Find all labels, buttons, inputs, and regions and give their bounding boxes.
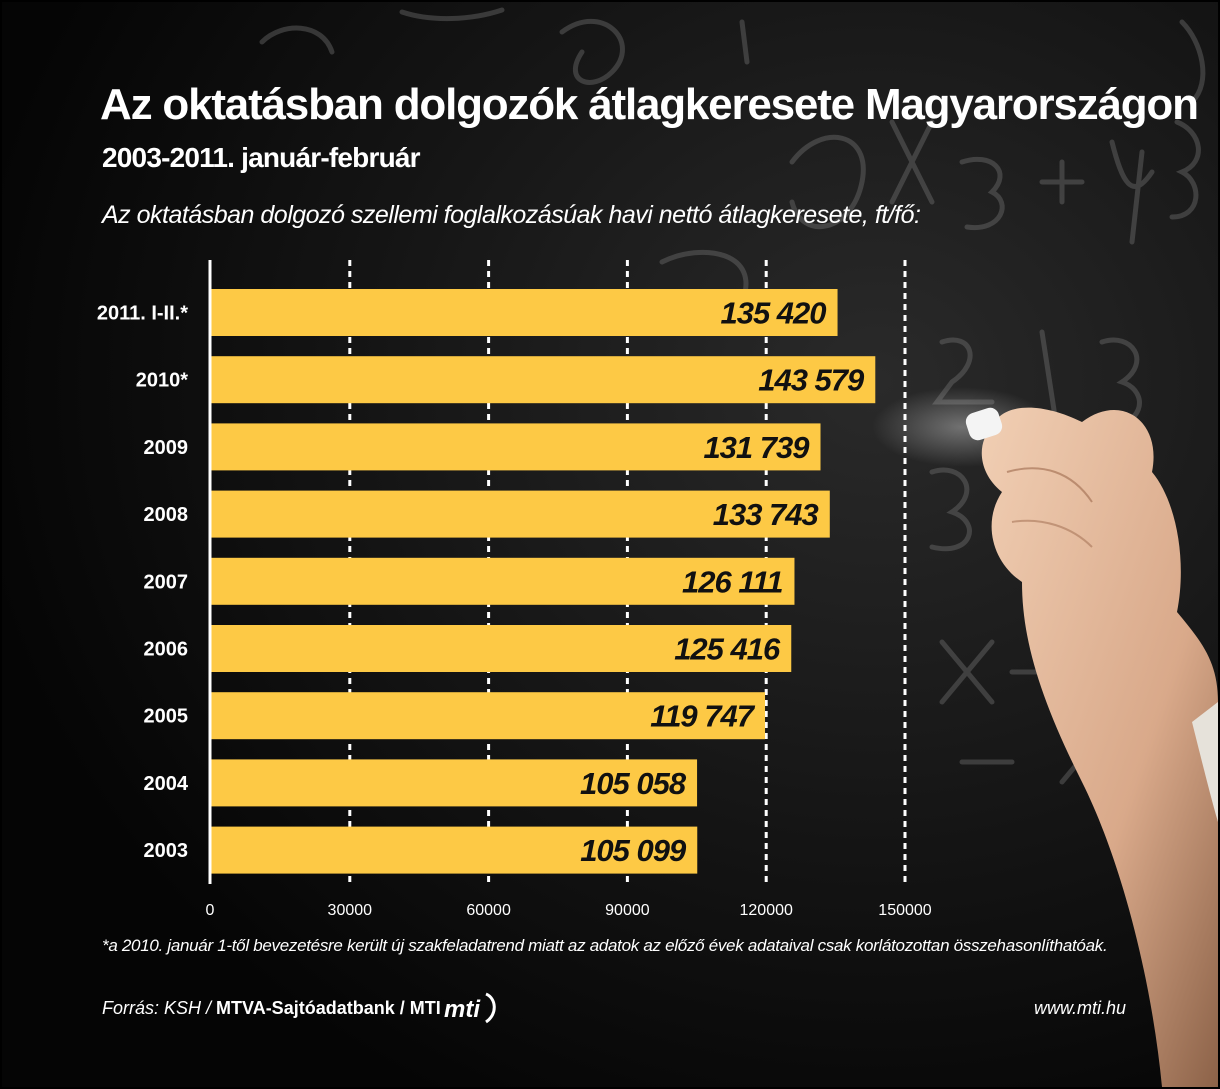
source-label: Forrás: KSH / [102, 998, 217, 1018]
category-label-1: 2010* [136, 370, 188, 392]
category-labels: 2011. I-II.* 2010* 2009 2008 2007 2006 2005 200… [97, 303, 189, 863]
x-tick-label-2: 60000 [466, 902, 511, 919]
value-label-7: 105 058 [580, 766, 687, 801]
bar-7 [211, 759, 698, 807]
category-label-4: 2007 [144, 571, 189, 593]
bar-1 [211, 356, 876, 404]
website-link[interactable]: www.mti.hu [1033, 998, 1126, 1018]
unit-label: Az oktatásban dolgozó szellemi foglalkoz… [102, 201, 921, 229]
category-label-3: 2008 [144, 504, 189, 526]
source-line: Forrás: KSH / MTVA-Sajtóadatbank / MTI [102, 998, 441, 1019]
category-label-2: 2009 [144, 437, 189, 459]
x-tick-label-1: 30000 [328, 902, 373, 919]
x-tick-label-0: 0 [206, 902, 215, 919]
footnote: *a 2010. január 1-től bevezetésre került… [102, 936, 1108, 955]
x-tick-label-3: 90000 [605, 902, 650, 919]
value-label-1: 143 579 [758, 363, 865, 398]
value-label-8: 105 099 [580, 833, 687, 868]
mti-logo: mti [444, 992, 496, 1024]
category-label-5: 2006 [144, 639, 189, 661]
bar-6 [211, 692, 766, 740]
value-label-2: 131 739 [703, 430, 810, 465]
bar-8 [211, 826, 698, 874]
x-tick-label-4: 120000 [740, 902, 793, 919]
bar-2 [211, 423, 821, 471]
x-tick-label-5: 150000 [878, 902, 931, 919]
chart-subtitle: 2003-2011. január-február [102, 142, 421, 173]
category-label-0: 2011. I-II.* [97, 303, 188, 325]
value-label-0: 135 420 [720, 296, 826, 331]
x-axis-ticks: 0 30000 60000 90000 120000 150000 [206, 902, 932, 919]
value-label-6: 119 747 [650, 699, 756, 734]
bar-0 [211, 289, 838, 336]
bar-5 [211, 625, 792, 672]
bar-3 [211, 490, 830, 538]
value-label-4: 126 111 [682, 564, 782, 599]
value-label-5: 125 416 [674, 632, 781, 667]
category-label-7: 2004 [144, 773, 189, 795]
bars: 135 420 143 579 131 739 133 743 126 111 125 4… [211, 289, 876, 874]
category-label-8: 2003 [144, 840, 189, 862]
logo-text: mti [444, 996, 481, 1023]
category-label-6: 2005 [144, 706, 189, 728]
chart-title: Az oktatásban dolgozók átlagkeresete Mag… [100, 80, 1199, 129]
bar-4 [211, 557, 795, 605]
hand-holding-chalk [965, 407, 1218, 1087]
source-agencies: MTVA-Sajtóadatbank / MTI [216, 998, 441, 1018]
value-label-3: 133 743 [713, 497, 819, 532]
